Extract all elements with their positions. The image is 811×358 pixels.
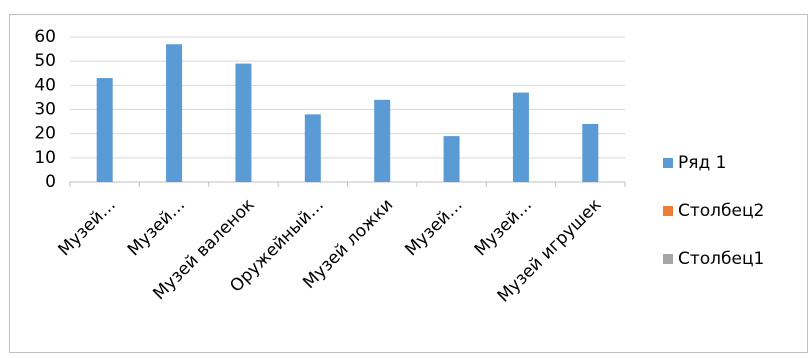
legend-label: Ряд 1 <box>678 153 726 173</box>
bar <box>166 44 183 182</box>
bar <box>443 136 460 182</box>
bar <box>582 124 599 182</box>
bar <box>96 78 113 182</box>
bar <box>304 114 321 182</box>
legend-swatch <box>663 254 673 264</box>
chart-border <box>9 14 808 353</box>
y-tick-label: 0 <box>45 172 56 192</box>
y-tick-label: 10 <box>34 148 56 168</box>
bar <box>235 63 252 183</box>
bar <box>512 92 529 182</box>
bar <box>374 99 391 182</box>
legend-label: Столбец1 <box>678 249 764 269</box>
legend-swatch <box>663 158 673 168</box>
y-tick-label: 20 <box>34 124 56 144</box>
legend-label: Столбец2 <box>678 201 764 221</box>
y-tick-label: 50 <box>34 51 56 71</box>
y-tick-label: 60 <box>34 27 56 47</box>
y-tick-label: 40 <box>34 75 56 95</box>
y-tick-label: 30 <box>34 100 56 120</box>
legend-swatch <box>663 206 673 216</box>
